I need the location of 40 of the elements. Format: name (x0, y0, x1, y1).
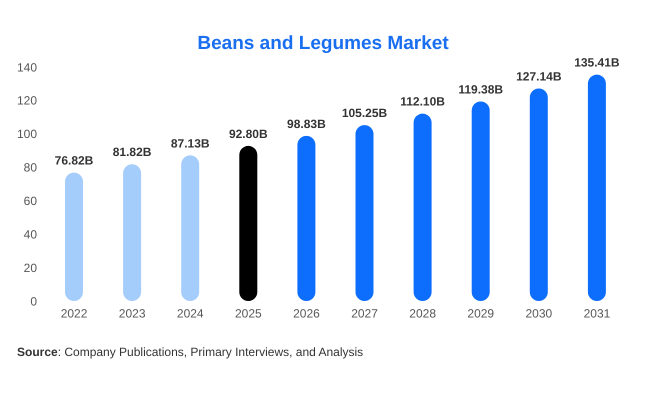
bar (588, 74, 606, 301)
y-tick-label: 140 (16, 60, 38, 74)
x-tick-label: 2030 (526, 306, 553, 321)
bar (181, 155, 200, 301)
bar (414, 114, 432, 301)
data-label: 87.13B (170, 136, 210, 150)
y-tick-label: 0 (30, 294, 38, 308)
x-tick-label: 2025 (235, 306, 262, 321)
data-label: 98.83B (287, 116, 326, 131)
bar (65, 172, 83, 301)
x-tick-label: 2026 (293, 306, 320, 321)
y-tick-label: 60 (24, 194, 38, 208)
y-tick-label: 120 (16, 94, 38, 108)
data-label: 92.80B (228, 126, 268, 141)
x-tick-label: 2023 (118, 306, 146, 321)
data-label: 81.82B (112, 145, 152, 160)
x-tick-label: 2028 (409, 306, 436, 321)
y-tick-label: 40 (24, 227, 38, 242)
bar (472, 101, 490, 301)
source-note: Source: Company Publications, Primary Interviews, and Analysis (17, 345, 364, 359)
data-label: 76.82B (54, 154, 94, 168)
data-label: 105.25B (342, 106, 388, 120)
data-label: 127.14B (516, 69, 562, 84)
data-label: 135.41B (574, 56, 620, 70)
bar (530, 88, 548, 301)
bar (239, 146, 258, 301)
y-tick-label: 80 (24, 160, 38, 175)
data-label: 112.10B (400, 94, 446, 109)
x-tick-label: 2029 (467, 306, 494, 321)
bar (297, 136, 316, 301)
chart-title: Beans and Legumes Market (196, 33, 450, 55)
data-label: 119.38B (458, 82, 504, 96)
y-tick-label: 20 (24, 260, 38, 275)
bar (123, 164, 142, 301)
bar (356, 125, 374, 301)
y-tick-label: 100 (16, 127, 38, 142)
x-tick-label: 2024 (176, 306, 204, 321)
x-tick-label: 2022 (60, 306, 88, 321)
x-tick-label: 2027 (351, 306, 378, 321)
x-tick-label: 2031 (584, 306, 611, 321)
